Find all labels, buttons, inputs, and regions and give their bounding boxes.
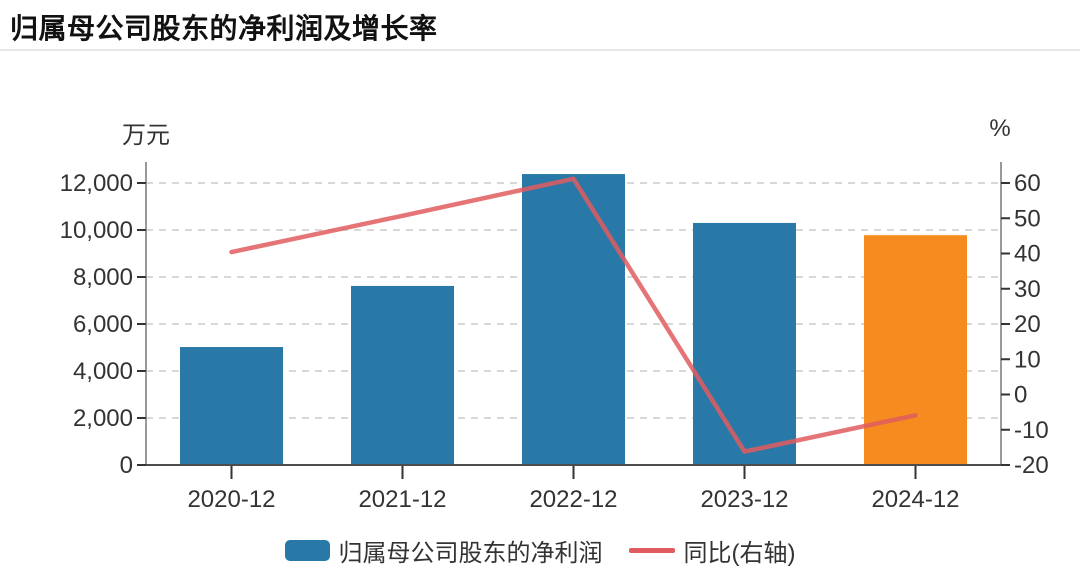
left-axis-tick-label: 8,000 <box>73 264 133 291</box>
x-axis-label: 2024-12 <box>871 486 959 513</box>
left-axis-tick-label: 6,000 <box>73 311 133 338</box>
legend-item-yoy[interactable]: 同比(右轴) <box>628 533 796 568</box>
left-axis-tick-label: 10,000 <box>60 217 133 244</box>
legend-label-net-profit: 归属母公司股东的净利润 <box>338 540 603 567</box>
x-axis-label: 2021-12 <box>358 486 446 513</box>
yoy-line-series[interactable] <box>229 176 918 454</box>
right-axis-tick-label: 30 <box>1014 276 1041 303</box>
right-axis-tick-label: 40 <box>1014 241 1041 268</box>
left-axis-tick-label: 0 <box>120 452 133 479</box>
legend-item-net-profit[interactable]: 归属母公司股东的净利润 <box>284 533 603 568</box>
title-divider <box>0 49 1080 51</box>
bar-2023-12[interactable] <box>693 222 796 465</box>
x-axis-label: 2022-12 <box>529 486 617 513</box>
legend-line-swatch-icon <box>628 548 675 553</box>
bar-2024-12[interactable] <box>864 235 967 465</box>
legend-label-yoy: 同比(右轴) <box>683 540 796 567</box>
right-axis-tick-label: 50 <box>1014 205 1041 232</box>
left-axis-tick-label: 12,000 <box>60 170 133 197</box>
chart-legend: 归属母公司股东的净利润 同比(右轴) <box>0 533 1080 568</box>
left-axis-tick-label: 2,000 <box>73 405 133 432</box>
right-axis-tick-label: 10 <box>1014 346 1041 373</box>
right-axis-tick-label: -10 <box>1014 417 1049 444</box>
legend-bar-swatch-icon <box>284 540 330 561</box>
bar-2021-12[interactable] <box>351 285 454 465</box>
right-axis-tick-label: 20 <box>1014 311 1041 338</box>
bar-2022-12[interactable] <box>522 174 625 465</box>
left-axis-unit-label: 万元 <box>122 122 170 149</box>
right-axis-tick-label: 60 <box>1014 170 1041 197</box>
right-axis-tick-label: -20 <box>1014 452 1049 479</box>
right-axis-tick-label: 0 <box>1014 382 1027 409</box>
right-axis-unit-label: % <box>989 115 1011 142</box>
x-axis-label: 2023-12 <box>700 486 788 513</box>
bar-2020-12[interactable] <box>180 347 283 465</box>
page-title: 归属母公司股东的净利润及增长率 <box>10 13 438 44</box>
left-axis-tick-label: 4,000 <box>73 358 133 385</box>
x-axis-label: 2020-12 <box>187 486 275 513</box>
